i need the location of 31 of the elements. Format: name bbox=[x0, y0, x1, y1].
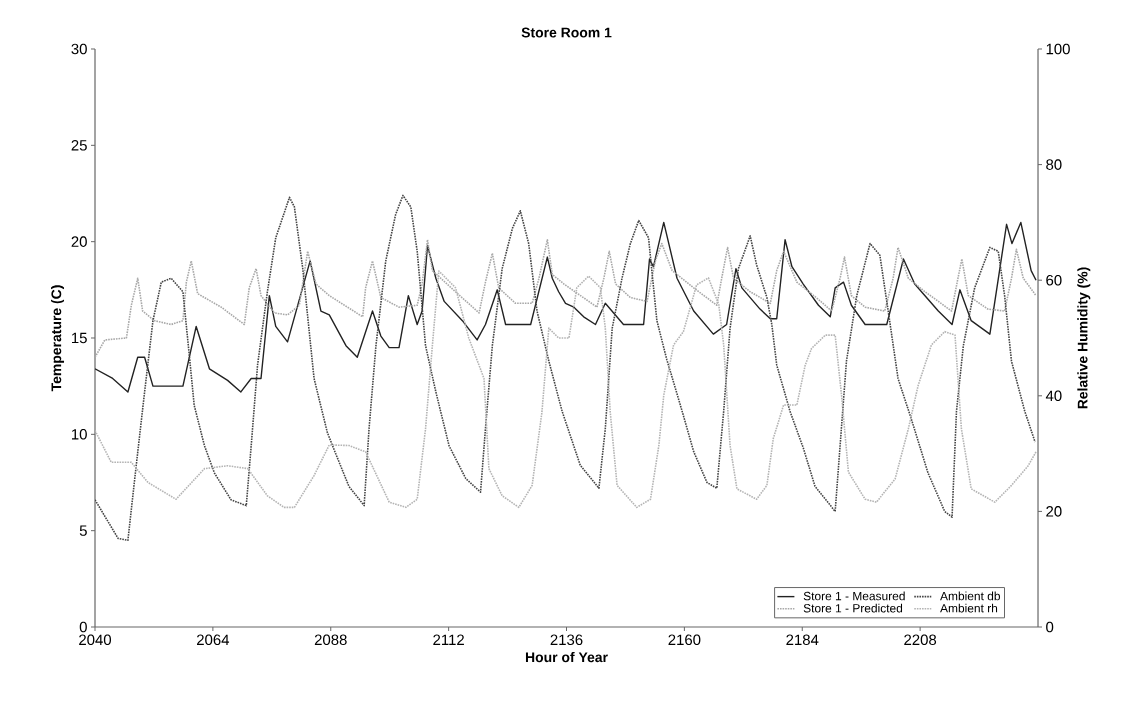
y2-axis-title: Relative Humidity (%) bbox=[1077, 267, 1091, 409]
chart-title: Store Room 1 bbox=[521, 27, 612, 38]
legend-label: Ambient rh bbox=[940, 603, 998, 613]
y-axis-title: Temperature (C) bbox=[51, 285, 65, 392]
y-tick-label: 25 bbox=[71, 140, 87, 151]
x-tick-label: 2112 bbox=[433, 634, 464, 645]
line-series bbox=[95, 221, 1037, 393]
x-tick-label: 2064 bbox=[197, 634, 230, 646]
x-tick-label: 2208 bbox=[904, 634, 937, 646]
x-tick-label: 2040 bbox=[79, 634, 112, 646]
x-tick-label: 2088 bbox=[314, 634, 347, 646]
y-tick-label: 15 bbox=[72, 332, 87, 344]
x-axis-title: Hour of Year bbox=[525, 651, 608, 663]
y2-tick-label: 20 bbox=[1046, 506, 1062, 517]
y2-tick-label: 100 bbox=[1046, 43, 1070, 55]
line-series bbox=[95, 194, 1036, 542]
y2-tick-label: 40 bbox=[1045, 390, 1062, 402]
y-tick-label: 0 bbox=[79, 621, 87, 633]
x-tick-label: 2160 bbox=[668, 634, 701, 646]
y-tick-label: 20 bbox=[71, 236, 87, 247]
legend-label: Store 1 - Predicted bbox=[803, 603, 903, 613]
legend-label: Store 1 - Measured bbox=[803, 591, 905, 601]
y2-tick-label: 60 bbox=[1046, 274, 1062, 286]
x-tick-label: 2136 bbox=[550, 634, 583, 646]
y-tick-label: 10 bbox=[72, 429, 87, 440]
y2-tick-label: 80 bbox=[1046, 159, 1062, 170]
x-tick-label: 2184 bbox=[786, 634, 819, 646]
y2-tick-label: 0 bbox=[1046, 621, 1054, 633]
y-tick-label: 5 bbox=[79, 525, 87, 536]
y-tick-label: 30 bbox=[71, 43, 87, 55]
legend-label: Ambient db bbox=[940, 591, 1000, 601]
